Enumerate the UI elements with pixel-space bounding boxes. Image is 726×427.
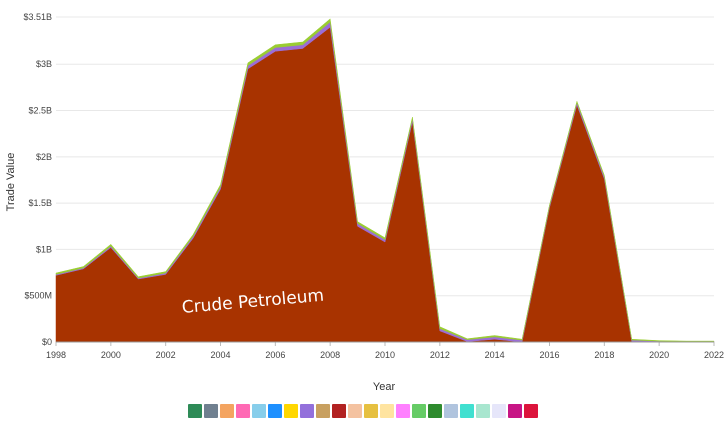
- area-series-2[interactable]: [55, 18, 715, 342]
- x-tick-label: 2022: [704, 350, 724, 360]
- y-tick-label: $3.51B: [23, 12, 52, 22]
- x-tick-label: 2002: [156, 350, 176, 360]
- x-tick-label: 2004: [210, 350, 230, 360]
- x-tick-label: 2000: [101, 350, 121, 360]
- y-tick-label: $1.5B: [28, 198, 52, 208]
- x-tick-label: 2012: [430, 350, 450, 360]
- legend-swatch[interactable]: [188, 404, 202, 418]
- x-tick-label: 1998: [46, 350, 66, 360]
- legend-swatch[interactable]: [380, 404, 394, 418]
- trade-value-area-chart: $0 $500M $1B $1.5B $2B $2.5B $3B $3.51B 1998 2000…: [5, 12, 724, 393]
- legend-swatch[interactable]: [268, 404, 282, 418]
- legend-swatch[interactable]: [332, 404, 346, 418]
- x-tick-label: 2018: [594, 350, 614, 360]
- axis-ticks: $0 $500M $1B $1.5B $2B $2.5B $3B $3.51B 1998 2000…: [23, 12, 724, 360]
- legend-swatch[interactable]: [204, 404, 218, 418]
- legend-swatch[interactable]: [460, 404, 474, 418]
- x-tick-label: 2020: [649, 350, 669, 360]
- legend-swatch[interactable]: [316, 404, 330, 418]
- area-layer: [55, 18, 715, 343]
- y-tick-label: $0: [42, 337, 52, 347]
- y-tick-label: $2B: [36, 152, 52, 162]
- x-tick-label: 2016: [539, 350, 559, 360]
- legend-swatch[interactable]: [492, 404, 506, 418]
- legend-swatch[interactable]: [396, 404, 410, 418]
- legend-swatch[interactable]: [444, 404, 458, 418]
- legend-swatch[interactable]: [476, 404, 490, 418]
- x-tick-label: 2006: [265, 350, 285, 360]
- legend-swatch[interactable]: [412, 404, 426, 418]
- y-tick-label: $500M: [24, 291, 52, 301]
- legend-swatch[interactable]: [364, 404, 378, 418]
- y-axis-title: Trade Value: [5, 153, 17, 212]
- legend-swatch[interactable]: [348, 404, 362, 418]
- legend-swatch[interactable]: [236, 404, 250, 418]
- legend: [0, 404, 726, 424]
- x-axis-title: Year: [373, 381, 396, 393]
- legend-swatch[interactable]: [220, 404, 234, 418]
- legend-swatch[interactable]: [428, 404, 442, 418]
- y-tick-label: $2.5B: [28, 106, 52, 116]
- area-series-0[interactable]: [55, 26, 715, 343]
- y-tick-label: $1B: [36, 244, 52, 254]
- x-tick-label: 2014: [485, 350, 505, 360]
- legend-swatch[interactable]: [284, 404, 298, 418]
- y-tick-label: $3B: [36, 59, 52, 69]
- legend-swatch[interactable]: [300, 404, 314, 418]
- legend-swatch[interactable]: [524, 404, 538, 418]
- x-tick-label: 2008: [320, 350, 340, 360]
- legend-swatch[interactable]: [252, 404, 266, 418]
- legend-swatch[interactable]: [508, 404, 522, 418]
- x-tick-label: 2010: [375, 350, 395, 360]
